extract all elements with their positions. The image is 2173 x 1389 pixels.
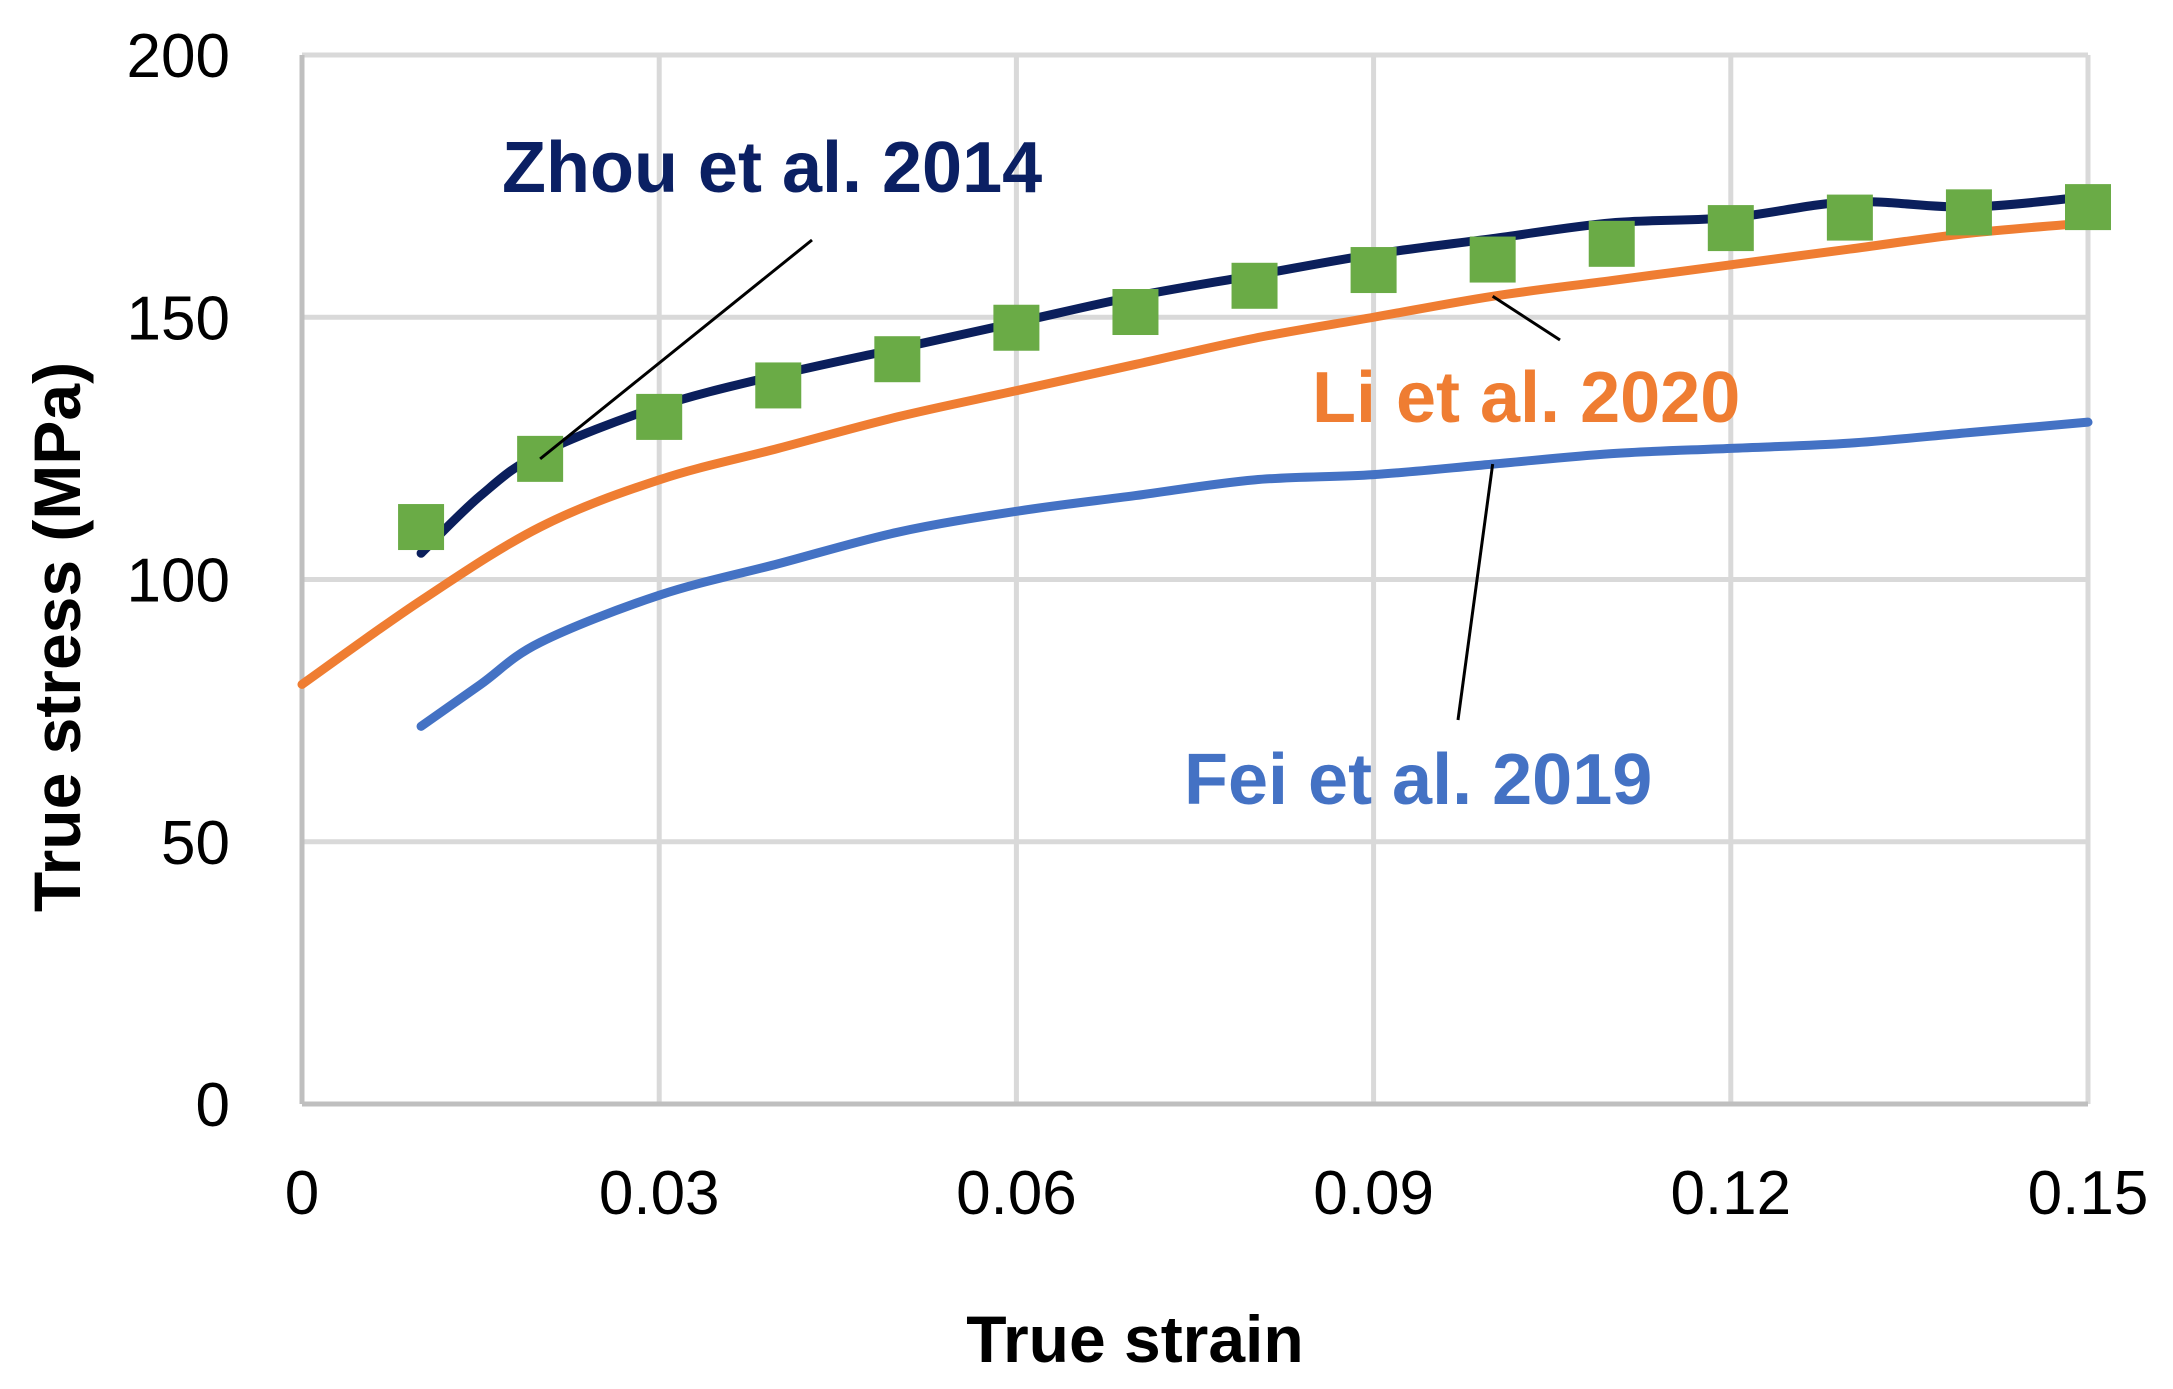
y-tick-label: 50 — [161, 809, 230, 878]
y-tick-label: 100 — [127, 547, 230, 616]
y-tick-label: 200 — [127, 22, 230, 91]
series-label-li: Li et al. 2020 — [1312, 358, 1740, 438]
grid-layer — [299, 52, 2091, 1107]
axis-layer: 0 0.03 0.06 0.09 0.12 0.15 0 50 100 150 200 — [127, 22, 2149, 1228]
series-label-fei: Fei et al. 2019 — [1184, 740, 1652, 820]
series-line-li — [297, 218, 2093, 689]
y-tick-label: 0 — [196, 1071, 230, 1140]
x-tick-label: 0.09 — [1313, 1159, 1434, 1228]
data-point-marker — [2065, 184, 2111, 231]
leader-line-fei — [1456, 463, 1495, 721]
x-tick-label: 0.12 — [1670, 1159, 1791, 1228]
data-point-marker — [1588, 220, 1635, 267]
leader-line-li — [1491, 295, 1561, 342]
data-point-marker — [636, 393, 683, 440]
data-point-marker — [1945, 189, 1992, 236]
data-point-marker — [1469, 236, 1516, 283]
data-point-marker — [1112, 289, 1159, 336]
series-label-zhou: Zhou et al. 2014 — [502, 128, 1042, 208]
data-point-marker — [1707, 205, 1754, 252]
x-axis-title: True strain — [966, 1302, 1303, 1376]
y-axis-title: True stress (MPa) — [20, 362, 94, 912]
x-tick-label: 0 — [285, 1159, 319, 1228]
series-line-fei — [416, 417, 2093, 731]
marker-layer — [398, 184, 2111, 551]
annotation-layer — [539, 238, 1561, 721]
data-point-marker — [1350, 247, 1397, 294]
x-tick-label: 0.15 — [2028, 1159, 2149, 1228]
data-point-marker — [993, 304, 1040, 351]
data-point-marker — [398, 504, 445, 551]
y-tick-label: 150 — [127, 284, 230, 353]
series-line-zhou — [416, 192, 2093, 558]
data-point-marker — [755, 362, 802, 409]
x-tick-label: 0.06 — [956, 1159, 1077, 1228]
data-point-marker — [1826, 194, 1873, 241]
x-tick-label: 0.03 — [599, 1159, 720, 1228]
series-layer — [297, 192, 2093, 731]
data-point-marker — [874, 336, 921, 383]
data-point-marker — [1231, 262, 1278, 309]
leader-line-zhou — [539, 238, 813, 461]
